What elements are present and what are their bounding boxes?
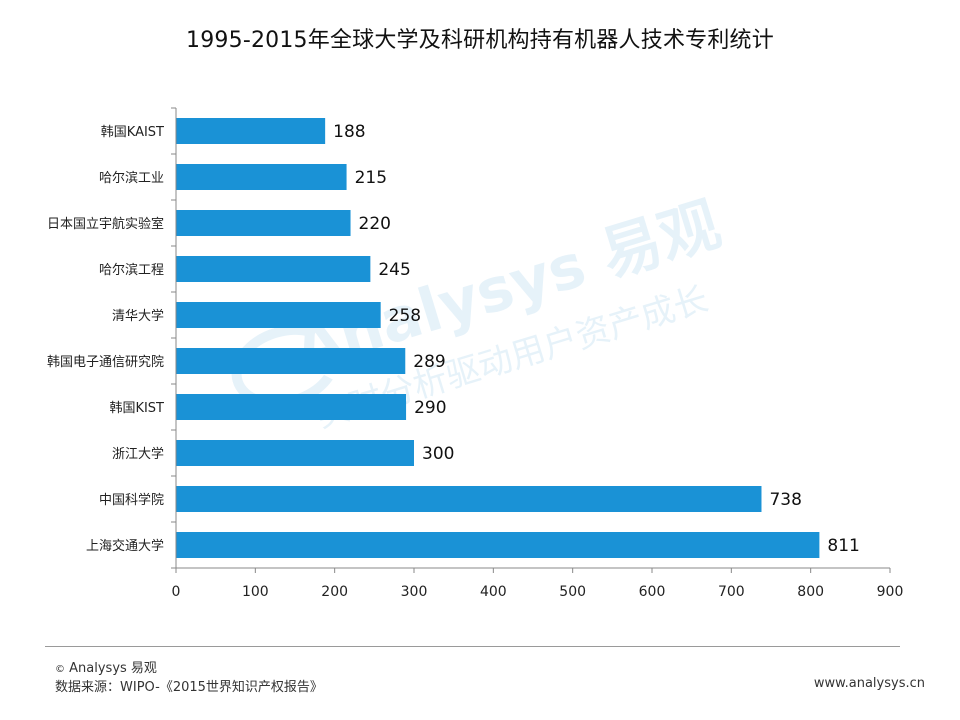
category-label: 浙江大学 [112, 446, 164, 462]
copyright: © Analysys 易观 [55, 657, 157, 676]
bar-value-label: 188 [333, 122, 365, 142]
chart-title: 1995-2015年全球大学及科研机构持有机器人技术专利统计 [186, 28, 774, 53]
axes-layer: 韩国KAIST 哈尔滨工业日本国立宇航实验室哈尔滨工程清华大学韩国电子通信研究院韩… [47, 107, 904, 600]
category-label: 清华大学 [112, 308, 164, 324]
bar [176, 348, 406, 374]
bar [176, 486, 762, 512]
bar-value-label: 290 [414, 398, 446, 418]
bar [176, 302, 381, 328]
bar [176, 532, 820, 558]
bar [176, 210, 351, 236]
bar [176, 256, 371, 282]
bar-value-label: 220 [359, 214, 391, 234]
x-tick-label: 800 [797, 584, 824, 600]
bar [176, 164, 347, 190]
bar-value-label: 738 [769, 490, 801, 510]
bar-value-label: 215 [355, 168, 387, 188]
bar [176, 394, 407, 420]
copyright-symbol: © [55, 664, 65, 675]
bar-value-label: 245 [378, 260, 410, 280]
x-tick-label: 0 [172, 584, 181, 600]
category-label: 韩国KAIST [101, 125, 164, 140]
x-tick-label: 400 [480, 584, 507, 600]
x-tick-label: 500 [559, 584, 586, 600]
category-label: 上海交通大学 [86, 538, 164, 554]
website-link[interactable]: www.analysys.cn [813, 676, 925, 691]
x-tick-label: 900 [877, 584, 904, 600]
x-tick-label: 100 [242, 584, 269, 600]
bar-chart: 188 215 220 245 258 289 290 300 738 811 韩国KAIST 哈尔… [47, 107, 904, 600]
bar [176, 118, 326, 144]
category-label: 韩国KIST [109, 401, 164, 416]
data-source: 数据来源：WIPO-《2015世界知识产权报告》 [55, 680, 323, 695]
footer-divider [45, 646, 900, 647]
category-label: 哈尔滨工业 [99, 170, 164, 186]
bar-value-label: 300 [422, 444, 454, 464]
category-label: 中国科学院 [99, 492, 164, 508]
bar-value-label: 811 [827, 536, 859, 556]
x-tick-label: 700 [718, 584, 745, 600]
bars-layer: 188 215 220 245 258 289 290 300 738 811 [176, 118, 860, 558]
bar-value-label: 258 [389, 306, 421, 326]
bar [176, 440, 414, 466]
x-tick-label: 600 [639, 584, 666, 600]
category-label: 哈尔滨工程 [99, 262, 164, 278]
bar-value-label: 289 [413, 352, 445, 372]
category-label: 日本国立宇航实验室 [47, 216, 164, 232]
category-label: 韩国电子通信研究院 [47, 355, 164, 370]
x-tick-label: 200 [321, 584, 348, 600]
x-tick-label: 300 [401, 584, 428, 600]
copyright-text: Analysys 易观 [69, 661, 157, 676]
